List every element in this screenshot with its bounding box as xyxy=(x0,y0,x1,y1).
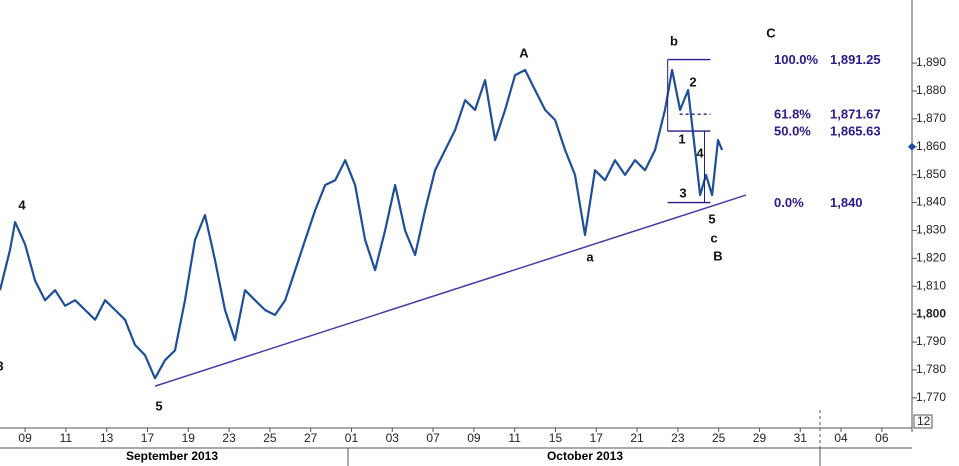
wave-label: 2 xyxy=(689,74,696,89)
y-tick-label: 1,890 xyxy=(916,55,946,69)
x-tick-label: 23 xyxy=(671,431,685,445)
y-tick-label: 1,810 xyxy=(916,278,946,292)
last-price-marker xyxy=(908,142,916,151)
x-tick-label: 25 xyxy=(263,431,277,445)
wave-label: b xyxy=(670,33,678,48)
y-tick-label: 1,880 xyxy=(916,83,946,97)
wave-label: c xyxy=(710,230,717,245)
month-label: October 2013 xyxy=(547,449,623,463)
x-tick-label: 25 xyxy=(712,431,726,445)
wave-label: B xyxy=(713,248,722,263)
fib-ratio: 0.0% xyxy=(774,195,804,210)
x-tick-label: 15 xyxy=(549,431,563,445)
x-tick-label: 13 xyxy=(100,431,114,445)
x-tick-label: 31 xyxy=(794,431,808,445)
y-tick-label: 1,780 xyxy=(916,362,946,376)
fib-value: 1,865.63 xyxy=(830,123,881,138)
wave-label: 5 xyxy=(708,211,715,226)
x-tick-label: 11 xyxy=(508,431,521,445)
wave-label: C xyxy=(766,25,776,40)
x-tick-label: 03 xyxy=(386,431,400,445)
scale-box xyxy=(913,414,933,429)
y-tick-label: 1,820 xyxy=(916,251,946,265)
x-tick-label: 09 xyxy=(18,431,32,445)
x-tick-label: 04 xyxy=(834,431,848,445)
scale-box-label: 12 xyxy=(917,414,931,428)
wave-label: A xyxy=(519,45,529,60)
y-tick-label: 1,870 xyxy=(916,111,946,125)
x-tick-label: 29 xyxy=(753,431,767,445)
x-tick-label: 19 xyxy=(182,431,196,445)
y-tick-label: 1,830 xyxy=(916,223,946,237)
wave-label: 3 xyxy=(679,185,686,200)
x-tick-label: 07 xyxy=(426,431,440,445)
price-line xyxy=(0,68,724,380)
y-tick-label: 1,860 xyxy=(916,139,946,153)
fib-ratio: 50.0% xyxy=(774,123,811,138)
x-tick-label: 23 xyxy=(222,431,236,445)
fib-ratio: 61.8% xyxy=(774,107,811,122)
month-label: September 2013 xyxy=(126,449,218,463)
y-tick-label: 1,850 xyxy=(916,167,946,181)
x-tick-label: 27 xyxy=(304,431,318,445)
wave-label: 5 xyxy=(155,398,162,413)
fib-ratio: 100.0% xyxy=(774,52,819,67)
fib-value: 1,891.25 xyxy=(830,52,881,67)
wave-label: 4 xyxy=(18,197,26,212)
y-tick-label: 1,840 xyxy=(916,195,946,209)
x-tick-label: 11 xyxy=(60,431,73,445)
wave-label: 3 xyxy=(0,358,4,373)
x-tick-label: 06 xyxy=(875,431,889,445)
x-tick-label: 17 xyxy=(590,431,604,445)
wave-label: 4 xyxy=(696,145,704,160)
y-tick-label: 1,790 xyxy=(916,334,946,348)
x-tick-label: 01 xyxy=(345,431,359,445)
wave-label: a xyxy=(586,249,594,264)
x-tick-label: 09 xyxy=(467,431,481,445)
y-tick-label: 1,800 xyxy=(916,306,946,320)
x-tick-label: 17 xyxy=(141,431,155,445)
fib-value: 1,840 xyxy=(830,195,863,210)
trend-line xyxy=(154,194,747,387)
wave-label: 1 xyxy=(678,131,685,146)
y-tick-label: 1,770 xyxy=(916,390,946,404)
x-tick-label: 21 xyxy=(630,431,644,445)
fib-value: 1,871.67 xyxy=(830,107,881,122)
